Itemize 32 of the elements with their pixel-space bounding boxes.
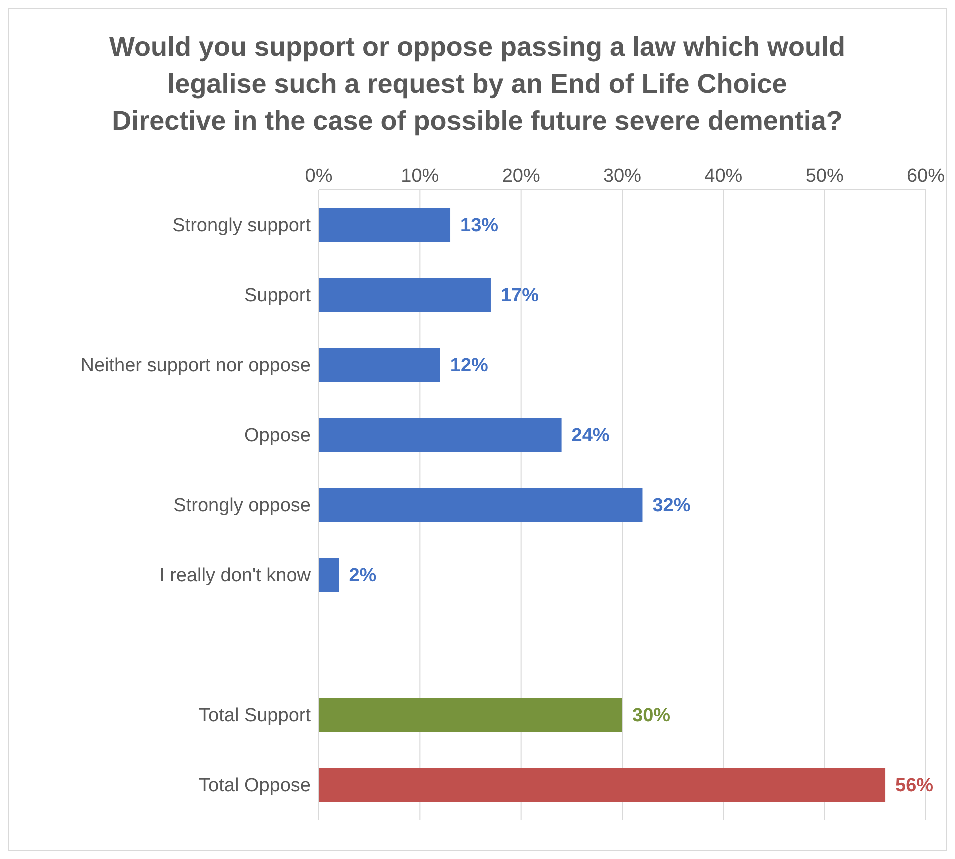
x-tick-label: 20%: [502, 166, 540, 187]
data-label: 32%: [652, 496, 691, 517]
x-tick-label: 60%: [906, 166, 946, 187]
bar: [319, 558, 340, 592]
x-tick-label: 0%: [305, 166, 333, 187]
bar: [319, 418, 562, 452]
y-tick-label: Total Support: [199, 706, 312, 727]
x-tick-label: 50%: [806, 166, 844, 187]
y-tick-label: Support: [244, 286, 312, 307]
data-label: 56%: [896, 776, 934, 797]
chart-title: Would you support or oppose passing a law which would legalise such a request by an End of Life Choice Directive in the case of possible future severe dementia?: [108, 31, 847, 138]
data-label: 13%: [460, 216, 499, 237]
bar: [319, 208, 451, 242]
bar: [319, 348, 440, 382]
y-tick-label: Total Oppose: [199, 776, 311, 797]
y-tick-label: Strongly support: [172, 216, 312, 237]
y-tick-label: Neither support nor oppose: [80, 356, 311, 377]
y-tick-label: I really don't know: [160, 566, 312, 587]
data-label: 24%: [572, 426, 610, 447]
bar: [319, 278, 491, 312]
bar: [319, 488, 643, 522]
bar: [319, 768, 886, 802]
x-tick-label: 10%: [401, 166, 440, 187]
data-label: 12%: [450, 356, 489, 377]
x-tick-label: 30%: [603, 166, 642, 187]
y-tick-label: Strongly oppose: [174, 496, 311, 517]
x-tick-label: 40%: [704, 166, 743, 187]
data-label: 2%: [349, 566, 377, 587]
data-label: 17%: [500, 286, 540, 307]
bar: [319, 698, 622, 732]
y-tick-label: Oppose: [244, 426, 311, 447]
data-label: 30%: [632, 706, 671, 727]
